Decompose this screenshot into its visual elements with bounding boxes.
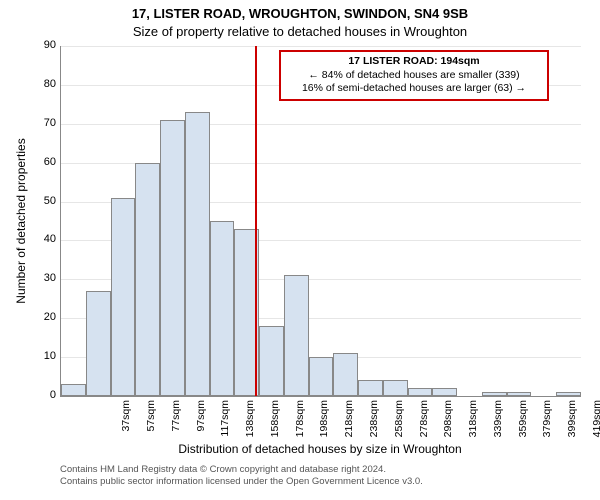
histogram-bar [61, 384, 86, 396]
plot-area: 17 LISTER ROAD: 194sqm← 84% of detached … [60, 46, 581, 397]
y-tick-label: 60 [28, 156, 56, 168]
x-tick-label: 37sqm [120, 400, 132, 444]
x-tick-label: 57sqm [145, 400, 157, 444]
x-tick-label: 138sqm [244, 400, 256, 444]
x-tick-label: 318sqm [467, 400, 479, 444]
histogram-bar [259, 326, 284, 396]
property-caption-box: 17 LISTER ROAD: 194sqm← 84% of detached … [279, 50, 549, 101]
grid-line [61, 124, 581, 125]
footer-attribution: Contains HM Land Registry data © Crown c… [60, 464, 580, 488]
x-tick-label: 379sqm [541, 400, 553, 444]
title-subtitle: Size of property relative to detached ho… [0, 24, 600, 39]
caption-line-larger: 16% of semi-detached houses are larger (… [287, 82, 541, 96]
histogram-bar [160, 120, 185, 396]
y-tick-label: 90 [28, 39, 56, 51]
y-tick-label: 50 [28, 195, 56, 207]
x-tick-label: 419sqm [591, 400, 600, 444]
x-axis-label: Distribution of detached houses by size … [60, 442, 580, 456]
x-tick-label: 399sqm [566, 400, 578, 444]
x-tick-label: 359sqm [517, 400, 529, 444]
histogram-bar [383, 380, 408, 396]
histogram-bar [284, 275, 309, 396]
caption-line-smaller: ← 84% of detached houses are smaller (33… [287, 69, 541, 83]
x-tick-label: 198sqm [318, 400, 330, 444]
x-tick-label: 158sqm [269, 400, 281, 444]
x-tick-label: 77sqm [170, 400, 182, 444]
y-tick-label: 30 [28, 272, 56, 284]
grid-line [61, 46, 581, 47]
histogram-bar [111, 198, 136, 396]
histogram-bar [507, 392, 532, 396]
x-tick-label: 218sqm [343, 400, 355, 444]
footer-line-2: Contains public sector information licen… [60, 476, 580, 488]
y-tick-label: 0 [28, 389, 56, 401]
histogram-bar [86, 291, 111, 396]
x-tick-label: 117sqm [219, 400, 231, 444]
x-tick-label: 339sqm [492, 400, 504, 444]
y-tick-label: 10 [28, 350, 56, 362]
x-tick-label: 298sqm [442, 400, 454, 444]
histogram-bar [482, 392, 507, 396]
x-tick-label: 178sqm [294, 400, 306, 444]
histogram-bar [210, 221, 235, 396]
title-address: 17, LISTER ROAD, WROUGHTON, SWINDON, SN4… [0, 6, 600, 21]
histogram-bar [432, 388, 457, 396]
property-marker-line [255, 46, 257, 396]
caption-title: 17 LISTER ROAD: 194sqm [287, 55, 541, 69]
histogram-bar [358, 380, 383, 396]
y-tick-label: 80 [28, 78, 56, 90]
y-tick-label: 40 [28, 233, 56, 245]
histogram-bar [408, 388, 433, 396]
histogram-bar [309, 357, 334, 396]
y-tick-label: 20 [28, 311, 56, 323]
x-tick-label: 258sqm [393, 400, 405, 444]
histogram-bar [333, 353, 358, 396]
histogram-bar [135, 163, 160, 396]
histogram-bar [185, 112, 210, 396]
x-tick-label: 278sqm [418, 400, 430, 444]
y-tick-label: 70 [28, 117, 56, 129]
x-tick-label: 238sqm [368, 400, 380, 444]
histogram-bar [556, 392, 581, 396]
footer-line-1: Contains HM Land Registry data © Crown c… [60, 464, 580, 476]
chart-container: 17, LISTER ROAD, WROUGHTON, SWINDON, SN4… [0, 0, 600, 500]
x-tick-label: 97sqm [195, 400, 207, 444]
y-axis-label: Number of detached properties [14, 46, 28, 396]
